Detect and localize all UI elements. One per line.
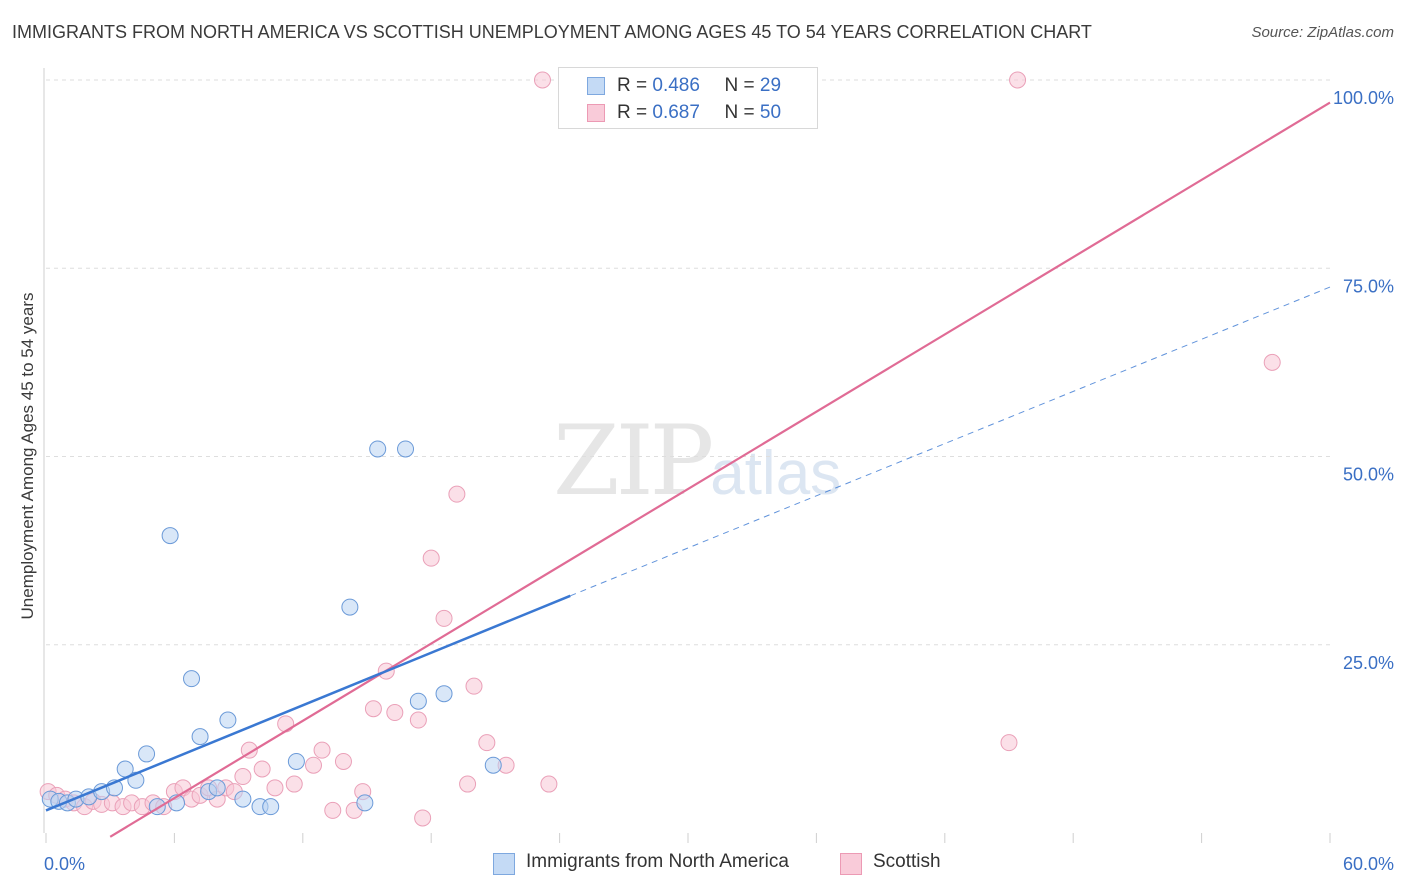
scottish-point [478, 734, 496, 752]
immigrants-point [287, 752, 305, 770]
scottish-point [1000, 734, 1018, 752]
chart-title: IMMIGRANTS FROM NORTH AMERICA VS SCOTTIS… [12, 22, 1092, 42]
legend-row-immigrants: R = 0.486 N = 29 [617, 75, 781, 97]
y-axis-title: Unemployment Among Ages 45 to 54 years [18, 292, 37, 620]
legend-row-scottish: R = 0.687 N = 50 [617, 102, 781, 124]
scottish-point [422, 549, 440, 567]
watermark: ZIPatlas [553, 405, 841, 517]
legend-r-label: R = [617, 102, 648, 123]
scottish-point [1263, 353, 1281, 371]
immigrants-point [409, 692, 427, 710]
scottish-point [386, 704, 404, 722]
x-tick-label: 0.0% [44, 854, 85, 874]
watermark-atlas: atlas [710, 439, 842, 508]
scottish-point [234, 768, 252, 786]
immigrants-point [262, 798, 280, 816]
immigrants-point [484, 756, 502, 774]
bottom-legend-swatch-scottish [840, 853, 862, 875]
scottish-point [285, 775, 303, 793]
scottish-point [435, 609, 453, 627]
scottish-point [409, 711, 427, 729]
watermark-zip: ZIP [553, 405, 714, 517]
scottish-point [253, 760, 271, 778]
immigrants-point [356, 794, 374, 812]
scottish-point [364, 700, 382, 718]
immigrants-point [369, 440, 387, 458]
scottish-point [305, 756, 322, 774]
legend-n-label: N = [724, 75, 755, 96]
immigrants-point [219, 711, 237, 729]
scottish-point [448, 485, 466, 503]
scottish-trendline [109, 101, 1331, 838]
scottish-point [1009, 71, 1027, 89]
immigrants-point [397, 440, 415, 458]
legend-n-value: 50 [759, 102, 782, 123]
immigrants-point [138, 745, 156, 763]
scottish-point [533, 71, 551, 89]
chart-source: Source: ZipAtlas.com [1251, 24, 1394, 41]
y-tick-label: 50.0% [1343, 465, 1394, 485]
stats-legend: R = 0.486 N = 29 R = 0.687 N = 50 [558, 67, 818, 129]
y-tick-label: 25.0% [1343, 653, 1394, 673]
scottish-point [540, 775, 558, 793]
legend-r-value: 0.687 [652, 102, 700, 123]
scottish-point [324, 801, 342, 819]
scottish-point [334, 752, 352, 770]
immigrants-trendline [45, 594, 571, 812]
legend-n-value: 29 [759, 75, 782, 96]
immigrants-point [208, 779, 226, 797]
legend-swatch-immigrants [587, 77, 605, 95]
immigrants-point [435, 685, 453, 703]
legend-n-label: N = [724, 102, 755, 123]
immigrants-point [183, 670, 201, 688]
scottish-point [266, 779, 284, 797]
scottish-point [414, 809, 432, 827]
scottish-point [459, 775, 477, 793]
y-tick-label: 75.0% [1343, 276, 1394, 296]
scottish-point [277, 715, 295, 733]
scottish-point [313, 741, 331, 759]
immigrants-point [234, 790, 252, 808]
y-tick-label: 100.0% [1333, 88, 1394, 108]
x-tick-label: 60.0% [1343, 854, 1394, 874]
legend-r-label: R = [617, 75, 648, 96]
bottom-legend-immigrants: Immigrants from North America [526, 851, 789, 872]
immigrants-point [341, 598, 359, 616]
legend-swatch-scottish [587, 104, 605, 122]
immigrants-point [191, 728, 209, 746]
scottish-point [465, 677, 483, 695]
immigrants-trendline-extension [570, 286, 1331, 597]
legend-r-value: 0.486 [652, 75, 700, 96]
bottom-legend-scottish: Scottish [873, 851, 941, 872]
immigrants-point [161, 527, 179, 545]
bottom-legend-swatch-immigrants [493, 853, 515, 875]
